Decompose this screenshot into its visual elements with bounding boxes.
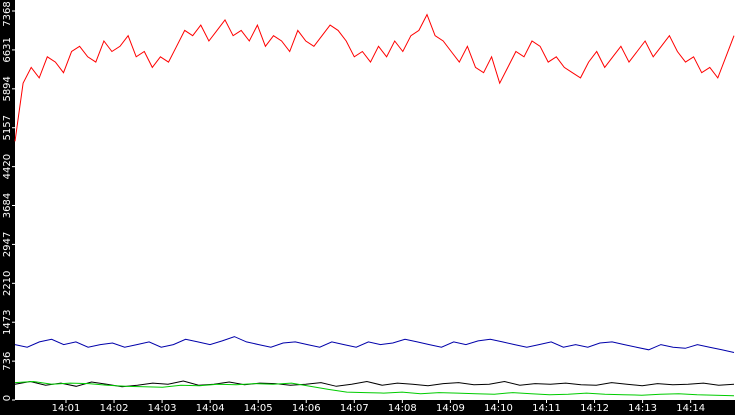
y-tick-label: 1473 <box>2 310 13 335</box>
y-tick-label: 5894 <box>2 76 13 101</box>
x-tick-label: 14:05 <box>244 403 273 414</box>
x-tick-label: 14:07 <box>340 403 369 414</box>
y-tick-label: 4420 <box>2 154 13 179</box>
y-tick-label: 7368 <box>2 1 13 26</box>
x-tick-label: 14:13 <box>628 403 657 414</box>
y-tick-label: 5157 <box>2 115 13 140</box>
x-tick-label: 14:04 <box>196 403 225 414</box>
x-tick-label: 14:08 <box>388 403 417 414</box>
x-tick-label: 14:11 <box>532 403 561 414</box>
series-line <box>14 380 735 388</box>
y-tick-label: 736 <box>2 352 13 371</box>
series-line <box>14 380 735 397</box>
y-tick-label: 0 <box>2 395 13 401</box>
y-tick-label: 2947 <box>2 232 13 257</box>
x-tick-label: 14:09 <box>436 403 465 414</box>
y-axis-strip <box>0 0 15 415</box>
x-tick-label: 14:10 <box>484 403 513 414</box>
y-tick-label: 3684 <box>2 193 13 218</box>
x-tick-label: 14:03 <box>148 403 177 414</box>
x-tick-label: 14:12 <box>580 403 609 414</box>
x-axis-strip <box>0 400 735 415</box>
series-line <box>14 13 735 142</box>
x-tick-label: 14:01 <box>52 403 81 414</box>
x-tick-label: 14:14 <box>676 403 705 414</box>
series-line <box>14 336 735 353</box>
y-tick-label: 6631 <box>2 37 13 62</box>
y-tick-label: 2210 <box>2 271 13 296</box>
x-tick-label: 14:02 <box>100 403 129 414</box>
x-tick-label: 14:06 <box>292 403 321 414</box>
